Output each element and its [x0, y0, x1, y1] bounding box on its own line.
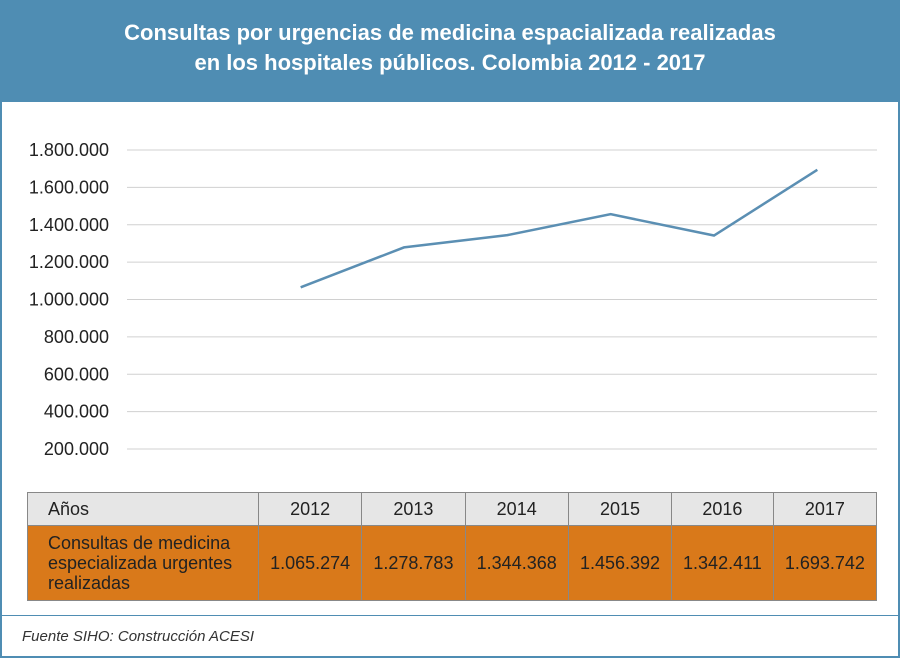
y-tick-label: 1.800.000 [29, 140, 109, 160]
line-chart: 200.000 400.000 600.000 800.000 1.000.000 1.2… [29, 140, 877, 459]
y-tick-label: 400.000 [44, 402, 109, 422]
table-values-row: Consultas de medicina especializada urge… [27, 525, 878, 601]
table-value-cell: 1.693.742 [772, 525, 878, 601]
y-tick-label: 1.200.000 [29, 252, 109, 272]
y-tick-label: 1.400.000 [29, 215, 109, 235]
series-line [300, 168, 819, 289]
table-year-cell: 2017 [772, 492, 878, 526]
y-tick-label: 1.600.000 [29, 177, 109, 197]
table-year-cell: 2013 [361, 492, 466, 526]
table-header-row: Años 2012 2013 2014 2015 2016 2017 [27, 492, 878, 526]
source-note: Fuente SIHO: Construcción ACESI [22, 628, 255, 645]
y-tick-label: 200.000 [44, 439, 109, 459]
table-year-cell: 2012 [257, 492, 363, 526]
footer-divider [2, 615, 898, 616]
chart-title-line2: en los hospitales públicos. Colombia 201… [194, 50, 706, 75]
table-year-cell: 2016 [671, 492, 774, 526]
table-value-cell: 1.344.368 [464, 525, 569, 601]
data-table: Años 2012 2013 2014 2015 2016 2017 Consu… [27, 492, 878, 601]
y-tick-label: 600.000 [44, 364, 109, 384]
table-value-cell: 1.342.411 [671, 525, 774, 601]
table-year-cell: 2014 [464, 492, 569, 526]
y-tick-label: 800.000 [44, 327, 109, 347]
table-header-label: Años [27, 492, 259, 526]
chart-header: Consultas por urgencias de medicina espa… [2, 2, 898, 102]
y-tick-label: 1.000.000 [29, 290, 109, 310]
chart-title-line1: Consultas por urgencias de medicina espa… [124, 20, 776, 45]
table-row-label: Consultas de medicina especializada urge… [27, 525, 259, 601]
table-value-cell: 1.456.392 [567, 525, 673, 601]
table-year-cell: 2015 [567, 492, 673, 526]
table-value-cell: 1.065.274 [257, 525, 363, 601]
table-value-cell: 1.278.783 [361, 525, 466, 601]
